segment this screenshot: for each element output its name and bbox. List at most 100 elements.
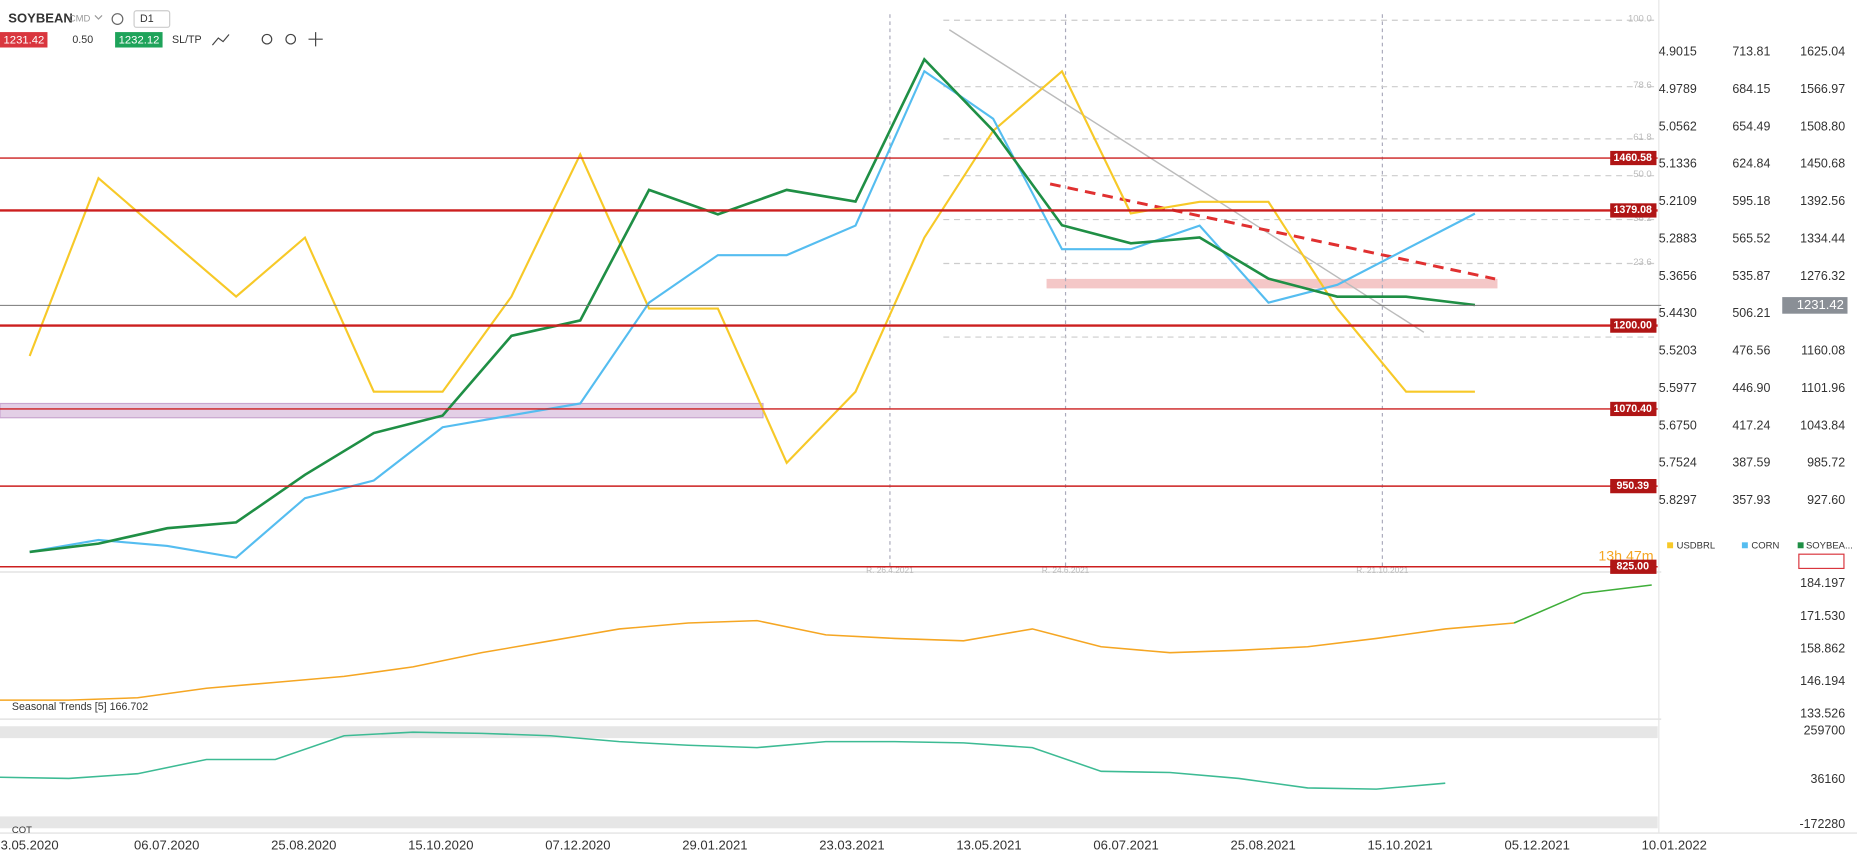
y-tick-label: -172280 [1799,817,1845,831]
legend-swatch [1797,542,1804,549]
y-tick-label: 5.0562 [1659,119,1697,133]
y-tick-label: 684.15 [1732,82,1770,96]
x-tick-label: 06.07.2020 [134,838,199,853]
symbol: SOYBEAN [8,10,73,25]
level-label: 825.00 [1616,561,1649,573]
sltp[interactable]: SL/TP [172,34,202,46]
y-tick-label: 1566.97 [1800,82,1845,96]
y-tick-label: 5.3656 [1659,269,1697,283]
current-price-box [1782,297,1848,314]
sell-button[interactable] [0,32,48,48]
x-tick-label: 05.12.2021 [1505,838,1570,853]
level-box [1610,559,1657,574]
y-tick-label: 1450.68 [1800,157,1845,171]
fib-label: 23.6 [1633,257,1651,268]
info-icon[interactable] [111,13,124,25]
y-tick-label: 417.24 [1732,418,1770,432]
y-tick-label: 565.52 [1732,231,1770,245]
fib-label: 61.8 [1633,132,1651,143]
y-tick-label: 184.197 [1800,576,1845,590]
y-tick-label: 985.72 [1807,456,1845,470]
support-zone [0,402,764,419]
y-tick-label: 5.4430 [1659,306,1697,320]
indicator-label: COT [12,825,32,836]
y-tick-label: 5.7524 [1659,456,1697,470]
y-tick-label: 624.84 [1732,157,1770,171]
x-tick-label: 25.08.2021 [1230,838,1295,853]
y-tick-label: 506.21 [1732,306,1770,320]
x-tick-label: 07.12.2020 [545,838,610,853]
y-tick-label: 713.81 [1732,45,1770,59]
marker-label: R. 24.6.2021 [1042,565,1090,575]
resistance-zone [1046,278,1498,289]
y-tick-label: 5.2109 [1659,194,1697,208]
seasonal-line [0,619,1515,701]
legend-swatch [1741,542,1748,549]
y-tick-label: 5.1336 [1659,157,1697,171]
tool-icon[interactable] [211,34,230,46]
x-tick-label: 23.03.2021 [819,838,884,853]
dropdown-icon[interactable] [94,15,103,20]
level-label: 1200.00 [1613,319,1652,331]
fib-label: 78.6 [1633,80,1651,91]
y-tick-label: 654.49 [1732,119,1770,133]
y-tick-label: 259700 [1804,723,1846,737]
level-box [1610,401,1657,417]
x-tick-label: 15.10.2021 [1368,838,1433,853]
y-tick-label: 133.526 [1800,707,1845,721]
price-line [28,69,1475,465]
y-tick-label: 36160 [1811,772,1846,786]
cot-band [0,816,1658,829]
marker-label: R. 26.4.2021 [866,565,914,575]
y-tick-label: 5.6750 [1659,418,1697,432]
interval: D1 [140,13,154,25]
interval-select[interactable] [133,10,171,28]
level-box [1610,479,1657,494]
y-tick-label: 1276.32 [1800,269,1845,283]
level-label: 1070.40 [1613,403,1652,415]
crosshair-icon[interactable] [308,32,323,47]
legend-swatch [1667,542,1674,549]
y-tick-label: 171.530 [1800,609,1845,623]
y-tick-label: 5.5203 [1659,344,1697,358]
zoom-out-icon[interactable] [261,33,273,45]
x-tick-label: 29.01.2021 [682,838,747,853]
y-tick-label: 476.56 [1732,344,1770,358]
y-tick-label: 5.8297 [1659,493,1697,507]
y-tick-label: 158.862 [1800,641,1845,655]
level-box [1610,318,1657,333]
x-tick-label: 15.10.2020 [408,838,473,853]
current-price: 1231.42 [1797,297,1844,312]
zoom-in-icon[interactable] [285,33,297,45]
y-tick-label: 1625.04 [1800,45,1845,59]
indicator-label: Seasonal Trends [5] 166.702 [12,701,148,713]
level-box [1610,150,1657,166]
fibonacci: 100.0 78.6 61.8 50.0 38.2 23.6 [943,14,1656,338]
fib-label: 50.0 [1633,169,1651,180]
y-tick-label: 4.9789 [1659,82,1697,96]
bid: 1231.42 [4,34,45,46]
x-tick-label: 10.01.2022 [1642,838,1707,853]
fib-label: 100.0 [1628,14,1652,25]
legend-controls[interactable] [1798,553,1845,570]
marker-label: R. 21.10.2021 [1356,565,1409,575]
price-line [29,57,1476,554]
y-tick-label: 5.5977 [1659,381,1697,395]
level-label: 950.39 [1616,480,1649,492]
y-tick-label: 1392.56 [1800,194,1845,208]
buy-button[interactable] [115,32,163,48]
legend-label: CORN [1751,540,1779,551]
cot-band [0,726,1658,739]
x-tick-label: 06.07.2021 [1093,838,1158,853]
level-label: 1460.58 [1613,152,1652,164]
legend-label: USDBRL [1677,540,1715,551]
x-tick-label: 25.08.2020 [271,838,336,853]
y-tick-label: 357.93 [1732,493,1770,507]
y-tick-label: 535.87 [1732,269,1770,283]
y-tick-label: 1043.84 [1800,418,1845,432]
y-tick-label: 146.194 [1800,674,1845,688]
x-tick-label: 13.05.2021 [956,838,1021,853]
y-tick-label: 1334.44 [1800,231,1845,245]
y-tick-label: 4.9015 [1659,45,1697,59]
